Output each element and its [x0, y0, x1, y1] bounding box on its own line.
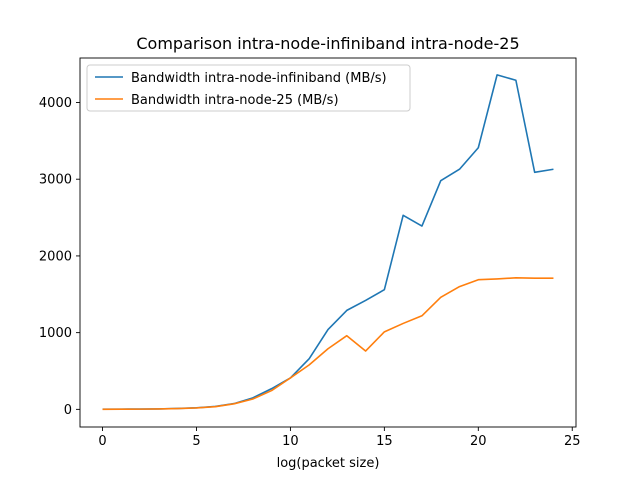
- x-tick-label: 15: [376, 434, 393, 449]
- legend-label-2: Bandwidth intra-node-25 (MB/s): [131, 93, 339, 108]
- axes: 0 5 10 15 20 25 0 1000 2000 3000 4000: [39, 57, 581, 449]
- y-tick-label: 3000: [39, 173, 72, 188]
- legend: Bandwidth intra-node-infiniband (MB/s) Ba…: [86, 64, 411, 112]
- x-tick-label: 20: [470, 434, 487, 449]
- legend-box: [86, 64, 411, 112]
- x-axis-label: log(packet size): [277, 456, 380, 471]
- y-tick-label: 2000: [39, 249, 72, 264]
- x-tick-label: 5: [192, 434, 200, 449]
- legend-label-1: Bandwidth intra-node-infiniband (MB/s): [131, 71, 387, 86]
- series-line-2: [102, 276, 554, 411]
- x-tick-label: 10: [282, 434, 299, 449]
- chart-title: Comparison intra-node-infiniband intra-n…: [136, 34, 519, 53]
- y-tick-label: 0: [64, 403, 72, 418]
- plot-frame: [79, 57, 577, 428]
- x-tick-label: 0: [98, 434, 106, 449]
- series-lines: [102, 74, 554, 411]
- y-tick-label: 4000: [39, 96, 72, 111]
- x-tick-label: 25: [564, 434, 581, 449]
- y-tick-label: 1000: [39, 326, 72, 341]
